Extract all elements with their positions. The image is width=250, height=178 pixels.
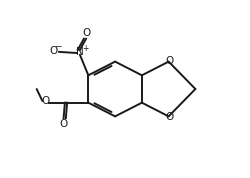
Text: O: O bbox=[49, 46, 57, 56]
Text: O: O bbox=[42, 96, 50, 106]
Text: O: O bbox=[82, 28, 90, 38]
Text: O: O bbox=[165, 56, 173, 66]
Text: N: N bbox=[76, 47, 84, 57]
Text: +: + bbox=[82, 44, 88, 53]
Text: O: O bbox=[165, 112, 173, 122]
Text: −: − bbox=[54, 41, 62, 50]
Text: O: O bbox=[60, 119, 68, 129]
